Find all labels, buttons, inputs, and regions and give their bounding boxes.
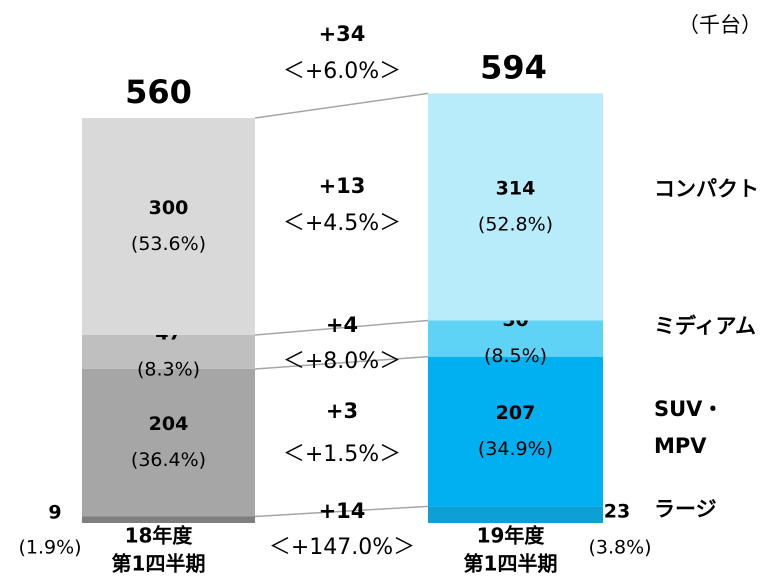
bar-segment <box>428 320 603 357</box>
bar-segment <box>428 93 603 321</box>
share-label: (34.9%) <box>478 438 553 460</box>
total-label: 594 <box>480 48 547 86</box>
total-label: 560 <box>125 73 192 111</box>
bar-segment <box>82 334 255 369</box>
bar-segment <box>82 516 255 523</box>
change-pct-label: ＜+147.0%＞ <box>269 535 415 560</box>
connector <box>254 355 429 370</box>
change-pct-label: ＜+4.5%＞ <box>283 211 401 236</box>
change-label: +14 <box>319 499 366 523</box>
bar-segment <box>428 356 603 507</box>
total-change: +34 <box>319 22 366 46</box>
connector <box>254 505 429 518</box>
legend-label: ミディアム <box>654 314 756 338</box>
share-label: (36.4%) <box>131 449 206 471</box>
value-label: 9 <box>48 502 61 524</box>
bar-segment <box>82 118 255 335</box>
value-label: 300 <box>149 197 189 219</box>
share-label: (53.6%) <box>131 233 206 255</box>
total-change-pct: ＜+6.0%＞ <box>283 59 401 84</box>
value-label: 207 <box>496 402 536 424</box>
category-label: 第1四半期 <box>112 552 206 576</box>
share-label: (8.3%) <box>137 358 200 380</box>
category-label: 18年度 <box>125 524 194 548</box>
legend-label: SUV・ <box>654 397 723 421</box>
share-label: (1.9%) <box>18 537 81 559</box>
value-label: 204 <box>149 413 189 435</box>
change-pct-label: ＜+1.5%＞ <box>283 442 401 467</box>
bar-segment <box>82 368 255 517</box>
change-label: +3 <box>326 399 358 423</box>
share-label: (8.5%) <box>484 345 547 367</box>
legend-label: コンパクト <box>654 177 759 201</box>
connector <box>254 319 429 336</box>
unit-label: （千台） <box>678 13 762 37</box>
share-label: (52.8%) <box>478 213 553 235</box>
change-pct-label: ＜+8.0%＞ <box>283 349 401 374</box>
connector <box>254 92 429 119</box>
category-label: 19年度 <box>477 524 546 548</box>
bar-segment <box>428 506 603 523</box>
value-label: 23 <box>604 501 630 523</box>
legend-label: ラージ <box>654 497 717 521</box>
category-label: 第1四半期 <box>464 552 558 576</box>
legend-label: MPV <box>654 434 707 458</box>
share-label: (3.8%) <box>588 537 651 559</box>
change-label: +4 <box>326 313 358 337</box>
value-label: 314 <box>496 177 536 199</box>
change-label: +13 <box>319 174 366 198</box>
